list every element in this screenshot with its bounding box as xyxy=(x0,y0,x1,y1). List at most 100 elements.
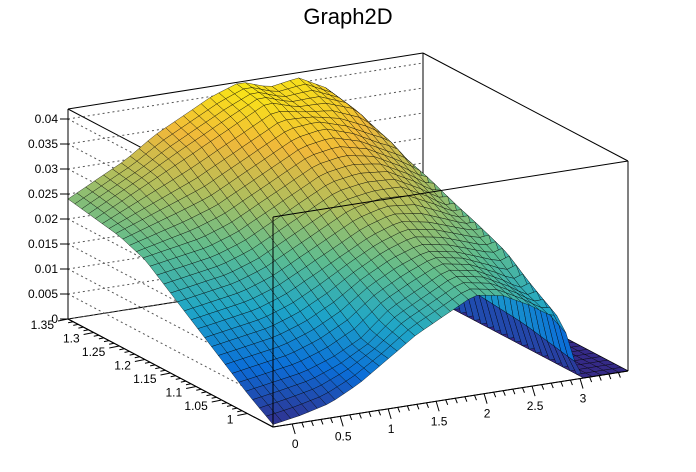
y-tick xyxy=(134,359,145,362)
grid-line-left-wall xyxy=(67,243,274,353)
x-tick xyxy=(330,417,334,424)
front-top-edge xyxy=(272,160,629,218)
y-tick xyxy=(57,318,69,322)
x-tick-label: 1 xyxy=(388,422,395,436)
y-tick xyxy=(78,326,84,329)
y-tick xyxy=(109,345,120,349)
y-tick-label: 1.35 xyxy=(31,318,55,332)
x-tick xyxy=(454,398,458,404)
x-tick xyxy=(358,413,362,419)
y-tick xyxy=(98,337,104,340)
y-tick xyxy=(134,356,140,359)
x-tick xyxy=(531,385,536,397)
z-tick-label: 0.015 xyxy=(28,237,58,251)
x-axis-line xyxy=(272,370,629,428)
x-tick xyxy=(349,414,353,421)
y-tick xyxy=(124,350,130,353)
y-tick xyxy=(180,380,186,383)
x-tick xyxy=(550,382,554,389)
y-tick xyxy=(93,334,99,337)
x-tick xyxy=(474,395,477,401)
y-tick-label: 1.25 xyxy=(82,345,106,359)
x-tick xyxy=(569,379,573,386)
x-tick-label: 0.5 xyxy=(335,429,352,443)
y-tick xyxy=(144,361,151,364)
grid-line-left-wall xyxy=(67,293,274,403)
x-tick xyxy=(502,390,506,396)
x-tick-label: 3 xyxy=(580,392,587,406)
y-tick xyxy=(237,410,243,413)
x-tick xyxy=(426,402,429,408)
x-tick xyxy=(493,392,497,398)
x-tick xyxy=(368,411,372,418)
y-tick xyxy=(186,386,197,389)
back-top-edge xyxy=(67,52,424,110)
y-tick xyxy=(68,321,74,324)
y-tick xyxy=(83,329,89,332)
x-tick xyxy=(589,376,593,383)
x-tick xyxy=(464,396,468,402)
x-tick xyxy=(608,373,612,380)
x-tick xyxy=(483,393,488,404)
x-tick xyxy=(541,384,545,390)
z-tick-label: 0.025 xyxy=(28,187,58,201)
y-tick-label: 1.2 xyxy=(114,359,131,373)
y-tick-label: 1 xyxy=(227,413,234,427)
surface-mesh xyxy=(67,77,629,425)
x-tick xyxy=(320,419,324,425)
y-tick xyxy=(226,404,233,407)
x-tick xyxy=(579,378,584,389)
y-tick xyxy=(185,383,192,386)
y-tick xyxy=(73,323,79,326)
y-tick xyxy=(150,364,156,367)
y-tick xyxy=(196,388,202,391)
x-tick xyxy=(445,399,449,405)
y-tick xyxy=(160,369,166,372)
y-tick xyxy=(237,413,248,416)
x-tick xyxy=(560,381,564,387)
x-tick xyxy=(598,375,602,381)
y-tick xyxy=(201,391,207,394)
x-tick xyxy=(339,416,344,427)
y-tick xyxy=(103,340,110,343)
y-tick xyxy=(155,367,161,370)
z-tick-label: 0.04 xyxy=(35,112,59,126)
x-tick xyxy=(397,407,401,413)
x-tick xyxy=(291,423,296,435)
x-tick-label: 2.5 xyxy=(527,399,544,413)
x-tick xyxy=(301,422,305,428)
z-tick-label: 0.02 xyxy=(35,212,59,226)
x-tick xyxy=(406,405,410,411)
x-tick-label: 0 xyxy=(292,437,299,451)
y-tick xyxy=(206,394,212,397)
x-tick xyxy=(416,404,420,410)
y-tick xyxy=(221,402,227,405)
x-tick-label: 2 xyxy=(484,407,491,421)
y-tick xyxy=(232,407,238,410)
z-tick-label: 0 xyxy=(51,312,58,326)
x-tick xyxy=(310,420,314,427)
grid-line-left-wall xyxy=(67,268,274,378)
x-tick xyxy=(435,401,440,412)
y-tick xyxy=(109,342,115,345)
y-tick xyxy=(119,348,125,351)
x-tick xyxy=(387,408,392,419)
y-tick-label: 1.1 xyxy=(165,386,182,400)
x-tick xyxy=(512,388,516,395)
y-tick-label: 1.05 xyxy=(184,399,208,413)
y-tick xyxy=(211,399,222,403)
y-tick xyxy=(83,332,94,335)
right-top-edge xyxy=(422,52,629,162)
z-tick-label: 0.03 xyxy=(35,162,59,176)
y-tick xyxy=(160,372,171,376)
y-tick xyxy=(211,396,217,399)
y-tick xyxy=(175,377,181,380)
y-tick-label: 1.15 xyxy=(133,372,157,386)
y-tick xyxy=(170,375,176,378)
y-tick xyxy=(129,353,135,356)
x-tick xyxy=(521,387,525,393)
chart-title: Graph2D xyxy=(303,4,393,29)
y-tick-label: 1.3 xyxy=(63,332,80,346)
z-tick-label: 0.005 xyxy=(28,287,58,301)
